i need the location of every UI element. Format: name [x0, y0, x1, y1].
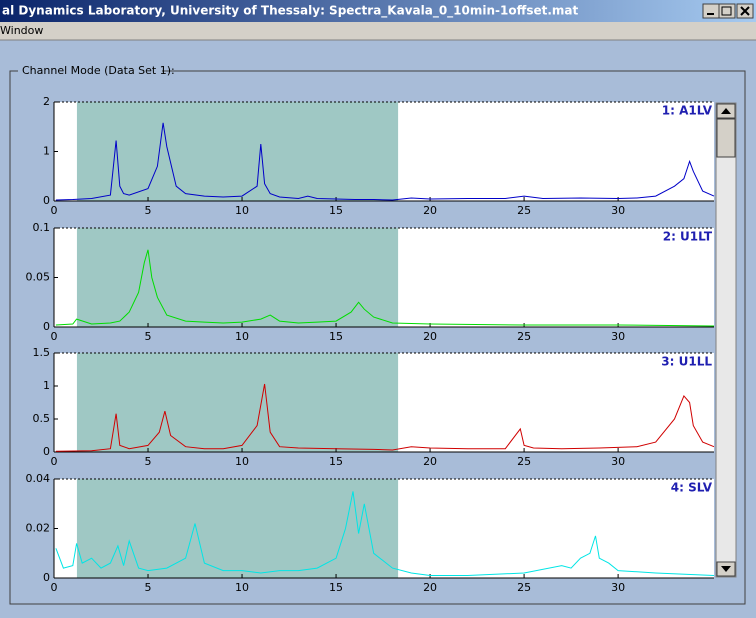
spectrum-line: [55, 491, 715, 576]
x-tick-label: 10: [235, 581, 249, 594]
x-tick-label: 20: [423, 581, 437, 594]
y-tick-label: 0.5: [33, 412, 51, 425]
x-tick-label: 30: [611, 204, 625, 217]
x-tick-label: 25: [517, 581, 531, 594]
selected-range: [76, 353, 399, 452]
x-tick-label: 0: [51, 455, 58, 468]
x-tick-label: 25: [517, 330, 531, 343]
y-tick-label: 1: [43, 145, 50, 158]
spectrum-line: [55, 383, 715, 452]
y-tick-label: 2: [43, 95, 50, 108]
x-tick-label: 0: [51, 204, 58, 217]
panel-border: [9, 70, 746, 605]
x-tick-label: 20: [423, 455, 437, 468]
channel-label: 4: SLV: [671, 481, 713, 495]
selected-range: [76, 228, 399, 327]
x-tick-label: 15: [329, 330, 343, 343]
channel-label: 1: A1LV: [662, 104, 713, 118]
spectrum-line: [55, 249, 715, 327]
y-tick-label: 0: [43, 194, 50, 207]
x-tick-label: 5: [145, 581, 152, 594]
selected-range: [76, 102, 399, 201]
x-tick-label: 10: [235, 455, 249, 468]
x-tick-label: 25: [517, 204, 531, 217]
x-tick-label: 0: [51, 330, 58, 343]
y-tick-label: 0: [43, 571, 50, 584]
y-tick-label: 0: [43, 445, 50, 458]
x-tick-label: 5: [145, 455, 152, 468]
title-bar: [0, 0, 756, 22]
panel-title: Channel Mode (Data Set 1):: [22, 64, 175, 77]
x-tick-label: 10: [235, 204, 249, 217]
channel-label: 3: U1LL: [661, 355, 712, 369]
y-tick-label: 0.05: [26, 271, 51, 284]
y-tick-label: 0.04: [26, 472, 51, 485]
y-tick-label: 0.02: [26, 522, 51, 535]
window-buttons[interactable]: [702, 3, 754, 19]
x-tick-label: 30: [611, 330, 625, 343]
x-tick-label: 15: [329, 581, 343, 594]
y-tick-label: 1: [43, 379, 50, 392]
menu-item[interactable]: Window: [0, 24, 43, 37]
y-tick-label: 0: [43, 320, 50, 333]
scrollbar[interactable]: [715, 102, 737, 578]
spectrum-line: [55, 122, 715, 201]
x-tick-label: 15: [329, 204, 343, 217]
x-tick-label: 5: [145, 330, 152, 343]
x-tick-label: 5: [145, 204, 152, 217]
x-tick-label: 30: [611, 581, 625, 594]
menu-bar: [0, 22, 756, 40]
x-tick-label: 25: [517, 455, 531, 468]
x-tick-label: 15: [329, 455, 343, 468]
selected-range: [76, 479, 399, 578]
y-tick-label: 0.1: [33, 221, 51, 234]
x-tick-label: 0: [51, 581, 58, 594]
x-tick-label: 10: [235, 330, 249, 343]
x-tick-label: 20: [423, 204, 437, 217]
y-tick-label: 1.5: [33, 346, 51, 359]
x-tick-label: 20: [423, 330, 437, 343]
window-title: al Dynamics Laboratory, University of Th…: [2, 4, 579, 19]
x-tick-label: 30: [611, 455, 625, 468]
channel-label: 2: U1LT: [663, 230, 713, 244]
